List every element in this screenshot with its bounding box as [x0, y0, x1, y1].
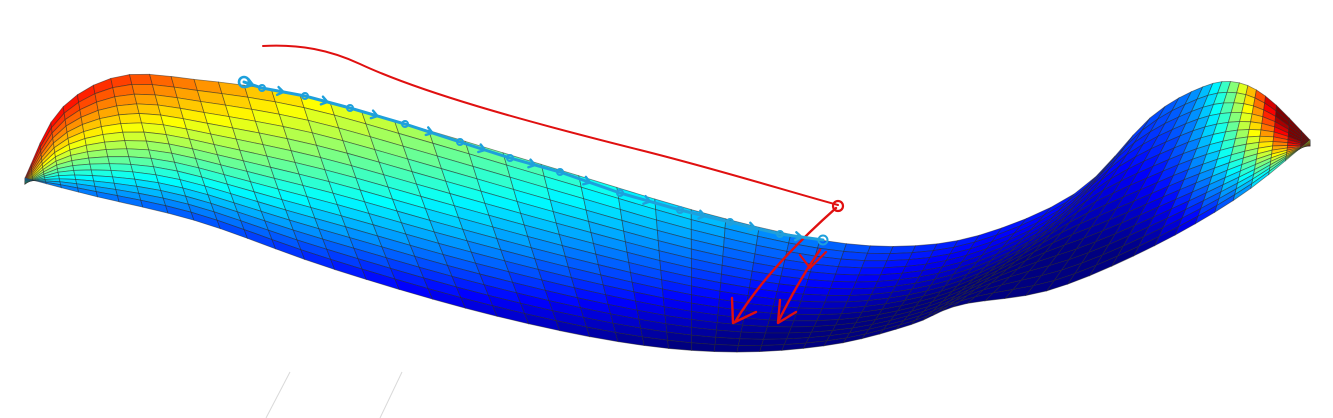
surface-patch [131, 83, 156, 96]
surface-patch [105, 148, 130, 158]
red-gradient-arrow-1 [733, 206, 838, 324]
blue-trajectory-waypoint [258, 84, 266, 92]
surface-patch [1239, 112, 1253, 123]
surface-patch [832, 273, 860, 283]
red-small-hook [798, 250, 828, 270]
surface-patch [1237, 121, 1252, 131]
surface-mesh [24, 73, 1311, 353]
surface-patch [104, 140, 128, 150]
blue-trajectory-waypoint [456, 138, 464, 146]
surface-patch [1248, 121, 1263, 131]
surface-patch [88, 156, 110, 165]
blue-trajectory-waypoint [726, 218, 734, 226]
red-gradient-arrow-2 [776, 248, 822, 324]
blue-trajectory-arrowhead [477, 143, 488, 154]
surface-patch [797, 300, 826, 309]
blue-trajectory-arrowhead [747, 221, 758, 232]
surface-patch [795, 307, 823, 316]
red-gradient-arrow-1-head [730, 296, 758, 325]
surface-patch [864, 252, 891, 262]
surface-patch [824, 294, 851, 303]
red-end-marker [831, 199, 845, 213]
surface-patch [759, 344, 785, 353]
axis-remnant-lines [265, 371, 403, 418]
surface-patch [737, 338, 765, 346]
surface-patch [821, 301, 848, 309]
surface-patch [1241, 103, 1254, 115]
surface-patch [739, 331, 766, 340]
surface-patch [829, 281, 857, 290]
surface-patch [793, 314, 821, 322]
surface-patch [133, 93, 159, 106]
axis-line-right [379, 371, 403, 418]
surface-patch [691, 342, 716, 353]
blue-trajectory-waypoint [401, 120, 409, 128]
surface-patch [866, 245, 894, 255]
surface-patch [120, 122, 145, 133]
blue-trajectory-arrowhead [527, 158, 538, 169]
surface-patch [736, 345, 763, 353]
blue-trajectory-arrowhead [794, 231, 804, 242]
blue-trajectory-waypoint [616, 189, 624, 197]
surface-patch [858, 267, 885, 276]
surface-patch [89, 163, 112, 171]
blue-trajectory-waypoint [346, 104, 354, 112]
blue-trajectory-waypoint [776, 230, 784, 238]
surface-patch [835, 266, 863, 276]
blue-trajectory-arrowhead [319, 95, 330, 106]
red-outline-curve [262, 44, 839, 206]
blue-trajectory-arrowhead [642, 194, 653, 205]
surface-patch [861, 260, 888, 269]
blue-trajectory-arrowhead [582, 175, 593, 186]
blue-trajectory-arrowhead [697, 209, 708, 220]
blue-trajectory-arrowhead [275, 85, 286, 97]
surface-patch [1299, 139, 1311, 150]
blue-trajectory [237, 75, 829, 246]
blue-trajectory-line [242, 80, 825, 242]
blue-trajectory-waypoint [556, 168, 564, 176]
red-gradient-arrow-2-head [776, 298, 798, 325]
surface-patch [800, 293, 829, 303]
blue-trajectory-waypoint [301, 92, 309, 100]
surface-patch [790, 320, 818, 328]
surface-patch [129, 73, 153, 86]
surface-patch [122, 131, 147, 142]
blue-trajectory-start [237, 75, 251, 89]
annotation-layer [237, 44, 845, 325]
surface-patch [714, 336, 741, 346]
blue-trajectory-waypoint [676, 206, 684, 214]
surface-patch [72, 163, 92, 171]
surface-patch [118, 113, 143, 125]
surface-patch [107, 156, 132, 165]
axis-line-left [265, 371, 291, 418]
surface-patch [116, 103, 140, 116]
surface-patch [762, 332, 790, 340]
surface-patch [1247, 129, 1262, 138]
blue-trajectory-arrowhead [424, 126, 435, 137]
surface-patch [827, 288, 854, 296]
blue-trajectory-arrowhead [369, 109, 380, 120]
blue-trajectory-waypoint [817, 234, 829, 246]
blue-trajectory-waypoint [506, 154, 514, 162]
surface-patch [855, 274, 882, 283]
surface-patch [764, 326, 792, 334]
surface-patch [713, 344, 739, 353]
